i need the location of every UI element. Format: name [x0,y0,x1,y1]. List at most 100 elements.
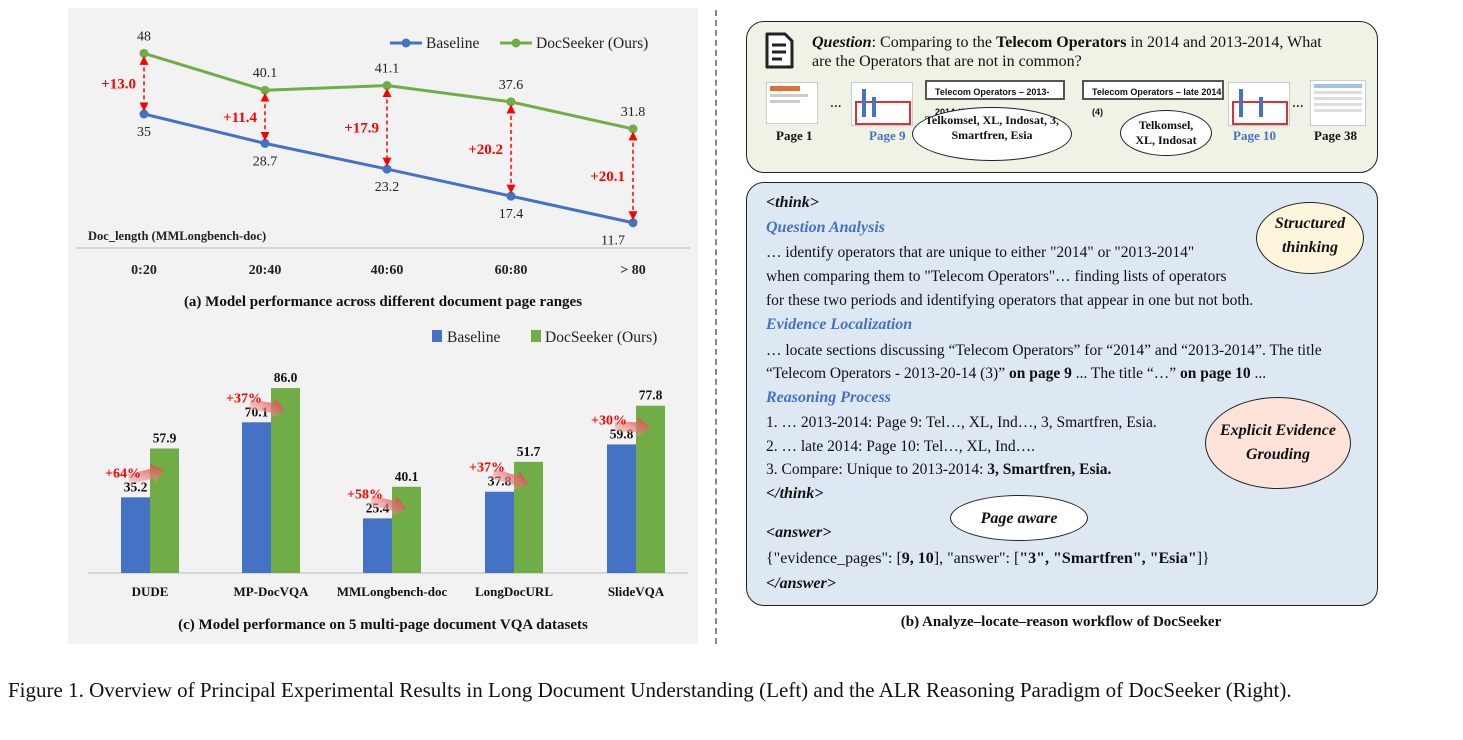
page-thumbnail [766,82,818,124]
page-label: Page 9 [869,128,906,143]
legend-marker [511,38,521,48]
bar-baseline [242,422,271,573]
data-point [382,164,392,174]
page-thumbnail [1310,80,1366,126]
x-tick-label: MP-DocVQA [233,584,309,599]
think-open-tag: <think> [766,194,819,211]
data-label: 41.1 [375,62,400,77]
gain-arrow-shape [369,495,406,516]
workflow-caption: (b) Analyze–locate–reason workflow of Do… [900,614,1222,630]
x-tick-label: 40:60 [371,263,404,278]
data-point [628,218,638,228]
x-tick-label: > 80 [620,263,645,278]
chart-a-caption: (a) Model performance across different d… [184,294,582,310]
bar-value-label: 51.7 [517,444,541,459]
question-analysis-line: … identify operators that are unique to … [766,244,1195,261]
data-point [260,138,270,148]
question-text-line2: are the Operators that are not in common… [812,53,1082,70]
x-tick-label: SlideVQA [608,584,665,599]
page-label: Page 38 [1314,128,1357,143]
bar-value-label: 77.8 [639,388,663,403]
line-chart-page-ranges: 35 28.7 23.2 17.4 11.7 48 40.1 41.1 37.6 31.8 +13.… [76,29,690,310]
bar-baseline [485,491,514,573]
data-point [139,48,149,58]
bar-docseeker [271,388,300,573]
gain-arrow-shape [491,468,528,491]
question-text: Question: Comparing to the Telecom Opera… [812,34,1322,51]
legend-marker [401,38,411,48]
data-label: 40.1 [253,66,278,81]
gain-label: +13.0 [101,77,136,93]
x-tick-label: 20:40 [249,263,282,278]
x-tick-label: 60:80 [495,263,528,278]
evidence-localization-heading: Evidence Localization [766,316,913,333]
bar-baseline [121,497,150,573]
bar-value-label: 57.9 [153,431,177,446]
legend-swatch [531,330,541,342]
gain-label: +11.4 [223,110,257,126]
gain-label: +30% [591,413,627,428]
document-icon [765,32,794,69]
callout-page10: Telecom Operators – late 2014 (4) [1082,80,1224,117]
gain-arrow [491,468,528,491]
gain-arrow [127,463,165,485]
page-label: Page 1 [776,128,813,143]
chart-c-caption: (c) Model performance on 5 multi-page do… [178,617,588,633]
data-label: 11.7 [601,234,625,249]
data-label: 37.6 [499,78,524,93]
answer-open-tag: <answer> [766,524,832,541]
reasoning-step: 3. Compare: Unique to 2013-2014: 3, Smar… [766,461,1112,478]
think-close-tag: </think> [766,485,824,502]
data-point [506,97,516,107]
gain-label: +17.9 [344,120,379,136]
x-tick-label: MMLongbench-doc [337,584,448,599]
page-thumbnail [851,82,913,126]
question-analysis-heading: Question Analysis [766,219,885,236]
explicit-evidence-bubble: Explicit Evidence Grouding [1205,397,1351,489]
gain-label: +20.2 [468,142,503,158]
data-label: 48 [137,29,151,44]
gain-label: +20.1 [590,169,625,185]
legend-label: DocSeeker (Ours) [536,35,648,52]
data-label: 28.7 [253,154,278,169]
question-analysis-line: when comparing them to "Telecom Operator… [766,268,1227,285]
legend-label: DocSeeker (Ours) [545,329,657,346]
bar-value-label: 35.2 [124,479,148,494]
panel-divider [715,10,717,644]
gain-label: +37% [469,461,505,476]
bar-value-label: 40.1 [395,469,419,484]
evidence-localization-line: … locate sections discussing “Telecom Op… [766,342,1322,359]
gain-label: +37% [226,391,262,406]
reasoning-step: 1. … 2013-2014: Page 9: Tel…, XL, Ind…, … [766,414,1157,431]
bar-chart-datasets: 35.257.9+64%DUDE70.186.0+37%MP-DocVQA25.… [88,329,688,633]
bar-baseline [363,518,392,573]
bar-value-label: 86.0 [274,370,298,385]
page-thumbnail [1228,82,1290,126]
ellipsis: ... [1292,94,1304,111]
gain-arrow [249,398,286,418]
evidence-localization-line: “Telecom Operators - 2013-20-14 (3)” on … [766,365,1267,382]
x-tick-label: 0:20 [131,263,157,278]
x-tick-label: DUDE [132,584,169,599]
callout-page9: Telecom Operators – 2013-2014 (3) [925,80,1065,117]
data-label: 17.4 [499,207,524,222]
data-label: 23.2 [375,180,400,195]
data-label: 31.8 [621,105,646,120]
data-point [628,124,638,134]
answer-close-tag: </answer> [766,575,836,592]
page-aware-bubble: Page aware [950,495,1088,541]
structured-thinking-bubble: Structured thinking [1256,202,1364,274]
gain-label: +58% [347,487,383,502]
reasoning-step: 2. … late 2014: Page 10: Tel…, XL, Ind…. [766,438,1035,455]
data-point [506,191,516,201]
data-point [260,85,270,95]
bubble-page10-operators: Telkomsel, XL, Indosat [1120,110,1212,156]
x-tick-label: LongDocURL [475,584,553,599]
gain-label: +64% [105,466,141,481]
question-analysis-line: for these two periods and identifying op… [766,292,1254,309]
legend-label: Baseline [426,35,479,52]
gain-arrow-shape [249,398,286,418]
ellipsis: ... [830,94,842,111]
gain-arrow [369,495,406,516]
data-point [382,81,392,91]
